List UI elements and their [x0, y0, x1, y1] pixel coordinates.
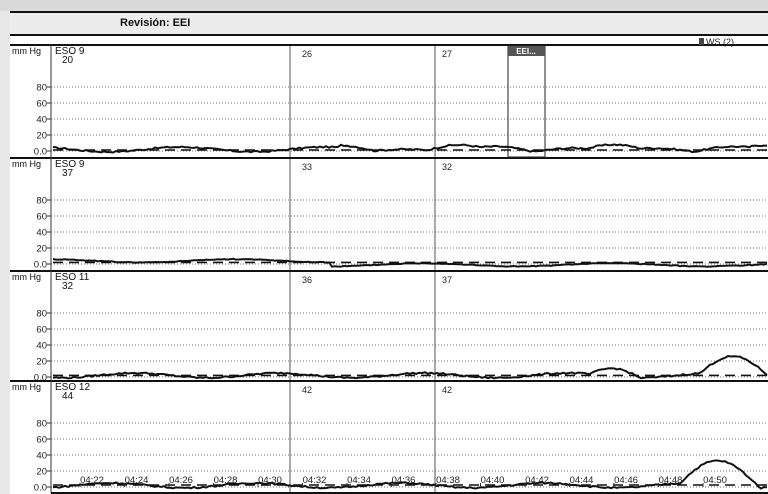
title-bar: Revisión: EEI	[10, 11, 768, 36]
x-tick-label: 04:34	[347, 475, 371, 486]
x-tick-label: 04:26	[169, 475, 193, 486]
top-bar	[0, 0, 768, 11]
segment-value: 33	[302, 162, 312, 172]
y-tick-label: 20	[36, 467, 47, 478]
segment-value: 36	[302, 275, 312, 285]
x-tick-label: 04:22	[80, 475, 104, 486]
y-tick-label: 80	[36, 419, 47, 430]
pressure-trace	[52, 459, 768, 490]
y-tick-label: 60	[36, 435, 47, 446]
y-tick-label: 40	[36, 341, 47, 352]
y-tick-label: 0.0	[34, 483, 47, 494]
y-tick-label: 60	[36, 325, 47, 336]
ws-tag[interactable]: WS (2)	[699, 37, 734, 47]
panel-2: mm Hg 80 60 40 20 0.0 ESO 937 33 32	[10, 157, 768, 271]
y-tick-label: 40	[36, 115, 47, 126]
channel-value: 44	[62, 391, 74, 402]
x-tick-label: 04:48	[659, 475, 683, 486]
channel-label: ESO 9	[55, 46, 85, 57]
x-tick-label: 04:30	[258, 475, 282, 486]
x-tick-label: 04:28	[214, 475, 238, 486]
x-tick-label: 04:32	[303, 475, 327, 486]
channel-label: ESO 12	[55, 382, 90, 393]
eei-marker-label: EEI...	[516, 47, 536, 56]
y-tick-label: 20	[36, 357, 47, 368]
y-tick-label: 20	[36, 131, 47, 142]
x-tick-label: 04:50	[703, 475, 727, 486]
x-tick-label: 04:24	[125, 475, 149, 486]
channel-value: 32	[62, 281, 74, 292]
x-tick-label: 04:42	[525, 475, 549, 486]
window-title: Revisión: EEI	[120, 17, 191, 29]
x-tick-label: 04:38	[436, 475, 460, 486]
x-tick-label: 04:40	[481, 475, 505, 486]
eei-marker[interactable]: EEI...	[507, 45, 546, 158]
y-tick-label: 80	[36, 83, 47, 94]
segment-value: 37	[442, 275, 452, 285]
segment-value: 27	[442, 49, 452, 59]
segment-value: 26	[302, 49, 312, 59]
y-unit-label: mm Hg	[12, 272, 41, 282]
ws-tag-icon	[699, 38, 704, 45]
y-unit-label: mm Hg	[12, 46, 41, 56]
y-tick-label: 0.0	[34, 260, 47, 271]
y-tick-label: 20	[36, 244, 47, 255]
x-tick-label: 04:44	[570, 475, 594, 486]
channel-label: ESO 11	[55, 272, 90, 283]
y-tick-label: 0.0	[34, 147, 47, 158]
eei-marker-box	[507, 45, 546, 158]
y-tick-label: 80	[36, 309, 47, 320]
y-unit-label: mm Hg	[12, 382, 41, 392]
y-tick-label: 40	[36, 451, 47, 462]
y-tick-label: 60	[36, 99, 47, 110]
y-tick-label: 60	[36, 212, 47, 223]
ws-tag-label: WS (2)	[706, 37, 734, 47]
eei-marker-header	[508, 46, 545, 56]
segment-value: 32	[442, 162, 452, 172]
y-tick-label: 80	[36, 196, 47, 207]
pressure-trace	[52, 257, 768, 268]
segment-value: 42	[302, 385, 312, 395]
pressure-trace	[52, 143, 767, 154]
x-tick-label: 04:46	[614, 475, 638, 486]
channel-value: 37	[62, 168, 74, 179]
y-unit-label: mm Hg	[12, 159, 41, 169]
left-strip	[0, 11, 10, 494]
x-tick-label: 04:36	[392, 475, 416, 486]
y-tick-label: 0.0	[34, 373, 47, 384]
channel-label: ESO 9	[55, 159, 85, 170]
channel-value: 20	[62, 55, 74, 66]
segment-value: 42	[442, 385, 452, 395]
y-tick-label: 40	[36, 228, 47, 239]
pressure-trace	[52, 354, 768, 380]
